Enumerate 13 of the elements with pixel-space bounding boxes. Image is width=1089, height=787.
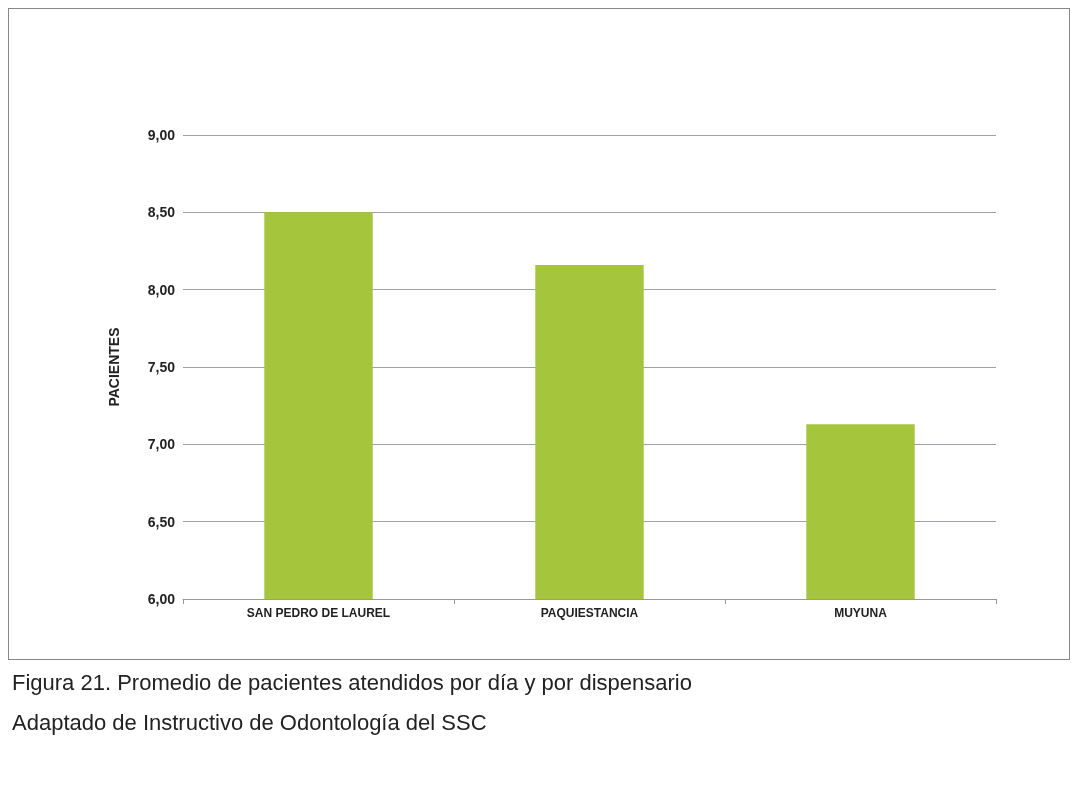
x-tick-label: SAN PEDRO DE LAUREL	[246, 606, 391, 620]
y-tick-label: 8,00	[147, 281, 176, 298]
y-tick-label: 6,50	[147, 513, 176, 530]
y-tick-label: 9,00	[147, 127, 176, 143]
text: Figura 21. Promedio de pacientes atendidos por día y por dispensario	[12, 669, 692, 697]
x-tick-label: PAQUIESTANCIA	[540, 606, 639, 620]
y-tick-label: 6,00	[147, 591, 176, 607]
text: Adaptado de Instructivo de Odontología del SSC	[12, 709, 488, 737]
x-tick-label: MUYUNA	[834, 606, 888, 620]
y-tick-label: 8,50	[147, 204, 176, 221]
y-axis-title: PACIENTES	[106, 327, 122, 407]
y-tick-label: 7,50	[147, 359, 176, 375]
y-tick-label: 7,00	[147, 436, 176, 453]
